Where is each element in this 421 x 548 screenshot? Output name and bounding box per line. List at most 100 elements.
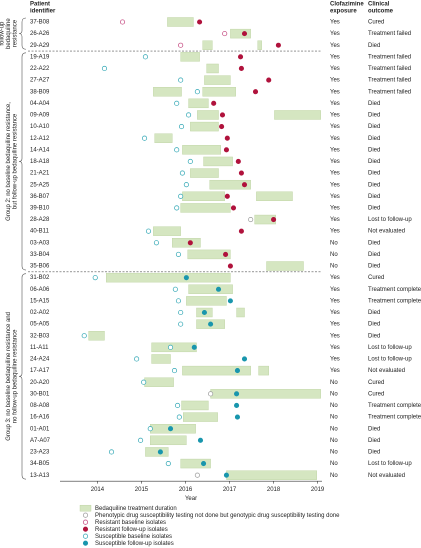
group-label: no follow-up bedaquiline resistance bbox=[13, 329, 19, 423]
isolate-marker bbox=[167, 426, 174, 432]
patient-id: 34-B05 bbox=[30, 461, 50, 467]
x-tick-label: 2017 bbox=[223, 487, 237, 493]
column-header: exposure bbox=[330, 9, 357, 15]
treatment-bar bbox=[204, 75, 231, 85]
isolate-marker bbox=[167, 344, 174, 350]
isolate-marker bbox=[175, 402, 181, 409]
legend-label: Resistant follow-up isolates bbox=[95, 527, 168, 533]
treatment-bar bbox=[266, 261, 304, 271]
isolate-marker bbox=[223, 147, 229, 153]
treatment-bar bbox=[206, 63, 219, 74]
outcome: Died bbox=[368, 450, 380, 456]
isolate-marker bbox=[237, 54, 244, 60]
treatment-bar bbox=[145, 447, 169, 457]
patient-id: 31-B02 bbox=[30, 275, 50, 281]
isolate-marker bbox=[227, 263, 233, 269]
clofazimine: Yes bbox=[330, 322, 340, 328]
outcome: Died bbox=[368, 159, 380, 165]
outcome: Died bbox=[368, 264, 380, 270]
isolate-marker bbox=[224, 193, 230, 199]
outcome: Died bbox=[368, 124, 380, 130]
clofazimine: No bbox=[330, 426, 338, 432]
outcome: Died bbox=[368, 113, 380, 119]
treatment-bar bbox=[182, 365, 251, 376]
outcome: Died bbox=[368, 136, 380, 142]
treatment-bar bbox=[209, 179, 251, 190]
outcome: Died bbox=[368, 426, 380, 432]
isolate-marker bbox=[208, 391, 214, 397]
treatment-bar bbox=[230, 28, 251, 39]
group-label: resistance bbox=[13, 19, 19, 47]
isolate-marker bbox=[174, 100, 180, 106]
isolate-marker bbox=[175, 251, 182, 257]
isolate-marker bbox=[141, 135, 148, 141]
legend-marker bbox=[82, 533, 89, 539]
outcome: Treatment completed bbox=[368, 287, 421, 293]
patient-id: 23-A23 bbox=[30, 450, 50, 456]
treatment-bar bbox=[180, 203, 231, 213]
x-tick-label: 2019 bbox=[311, 487, 325, 493]
isolate-marker bbox=[271, 216, 277, 223]
patient-id: 36-B07 bbox=[30, 194, 50, 200]
group-bracket bbox=[18, 17, 27, 50]
clofazimine: Yes bbox=[330, 147, 340, 153]
patient-id: 22-A22 bbox=[30, 66, 50, 72]
treatment-bar bbox=[106, 272, 231, 283]
isolate-marker bbox=[248, 216, 254, 223]
treatment-bar bbox=[182, 191, 225, 202]
clofazimine: Yes bbox=[330, 159, 340, 165]
patient-id: 13-A13 bbox=[30, 473, 50, 479]
patient-id: 02-A02 bbox=[30, 310, 50, 316]
isolate-marker bbox=[194, 89, 200, 95]
isolate-marker bbox=[165, 461, 171, 467]
isolate-marker bbox=[223, 251, 229, 257]
clofazimine: No bbox=[330, 438, 338, 444]
group-bracket bbox=[18, 273, 27, 480]
isolate-marker bbox=[186, 112, 192, 118]
treatment-bar bbox=[151, 342, 197, 353]
outcome: Died bbox=[368, 333, 380, 339]
isolate-marker bbox=[252, 89, 259, 95]
isolate-marker bbox=[227, 298, 233, 304]
patient-id: 09-A09 bbox=[30, 113, 50, 119]
isolate-marker bbox=[275, 42, 281, 48]
outcome: Not evaluated bbox=[368, 368, 405, 374]
outcome: Died bbox=[368, 438, 380, 444]
treatment-bar bbox=[197, 110, 219, 120]
isolate-marker bbox=[172, 286, 178, 292]
patient-id: 40-B11 bbox=[30, 229, 50, 235]
clofazimine: No bbox=[330, 391, 338, 397]
isolate-marker bbox=[108, 449, 115, 455]
patient-id: 05-A05 bbox=[30, 322, 50, 328]
outcome: Cured bbox=[368, 380, 384, 386]
patient-id: 11-A11 bbox=[30, 345, 49, 351]
outcome: Died bbox=[368, 43, 380, 49]
legend-label: Resistant baseline isolates bbox=[95, 520, 166, 526]
outcome: Treatment completed bbox=[368, 415, 421, 421]
isolate-marker bbox=[200, 461, 207, 467]
isolate-marker bbox=[178, 77, 184, 83]
legend-swatch bbox=[79, 504, 92, 512]
isolate-marker bbox=[234, 391, 240, 397]
outcome: Died bbox=[368, 205, 380, 211]
isolate-marker bbox=[187, 240, 193, 246]
patient-id: 25-A25 bbox=[30, 182, 50, 188]
isolate-marker bbox=[187, 158, 193, 164]
clofazimine: No bbox=[330, 415, 338, 421]
clofazimine: Yes bbox=[330, 136, 340, 142]
isolate-marker bbox=[157, 449, 163, 455]
treatment-bar bbox=[180, 458, 211, 469]
treatment-bar bbox=[203, 156, 233, 167]
patient-id: 27-A27 bbox=[30, 78, 50, 84]
treatment-bar bbox=[172, 238, 201, 248]
clofazimine: Yes bbox=[330, 31, 340, 37]
clofazimine: Yes bbox=[330, 113, 340, 119]
isolate-marker bbox=[174, 147, 180, 153]
treatment-bar bbox=[202, 87, 236, 97]
patient-id: 04-A04 bbox=[30, 101, 50, 107]
legend-marker bbox=[82, 540, 89, 546]
treatment-bar bbox=[167, 17, 194, 27]
treatment-bar bbox=[236, 307, 245, 318]
patient-id: 01-A01 bbox=[30, 426, 50, 432]
clofazimine: Yes bbox=[330, 310, 340, 316]
